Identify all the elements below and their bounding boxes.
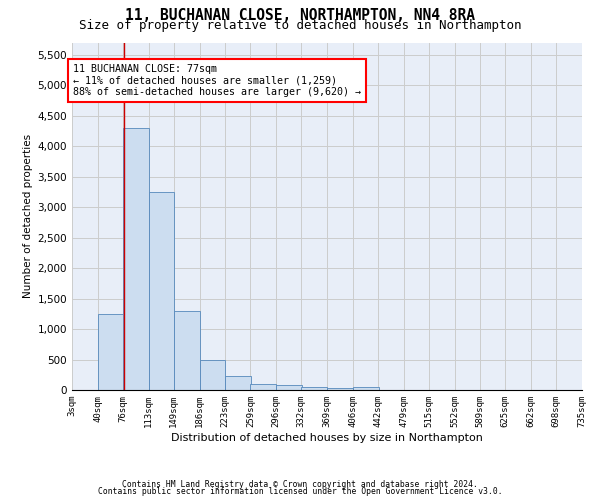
Bar <box>250 384 276 390</box>
Bar <box>225 376 251 390</box>
Text: 11 BUCHANAN CLOSE: 77sqm
← 11% of detached houses are smaller (1,259)
88% of sem: 11 BUCHANAN CLOSE: 77sqm ← 11% of detach… <box>73 64 361 97</box>
Y-axis label: Number of detached properties: Number of detached properties <box>23 134 34 298</box>
Bar <box>98 314 124 390</box>
Bar <box>199 360 225 390</box>
X-axis label: Distribution of detached houses by size in Northampton: Distribution of detached houses by size … <box>171 432 483 442</box>
Bar <box>327 388 353 390</box>
Bar <box>301 387 327 390</box>
Bar <box>276 386 302 390</box>
Text: 11, BUCHANAN CLOSE, NORTHAMPTON, NN4 8RA: 11, BUCHANAN CLOSE, NORTHAMPTON, NN4 8RA <box>125 8 475 22</box>
Bar <box>174 310 199 390</box>
Bar <box>149 192 175 390</box>
Text: Contains HM Land Registry data © Crown copyright and database right 2024.: Contains HM Land Registry data © Crown c… <box>122 480 478 489</box>
Text: Contains public sector information licensed under the Open Government Licence v3: Contains public sector information licen… <box>98 487 502 496</box>
Text: Size of property relative to detached houses in Northampton: Size of property relative to detached ho… <box>79 19 521 32</box>
Bar <box>123 128 149 390</box>
Bar <box>353 387 379 390</box>
